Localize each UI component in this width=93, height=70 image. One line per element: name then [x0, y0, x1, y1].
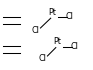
Text: Pt: Pt	[49, 8, 56, 17]
Text: Cl: Cl	[70, 42, 78, 51]
Text: Cl: Cl	[31, 26, 39, 35]
Text: Cl: Cl	[66, 12, 74, 21]
Text: Cl: Cl	[39, 54, 47, 63]
Text: Pt: Pt	[54, 37, 62, 46]
